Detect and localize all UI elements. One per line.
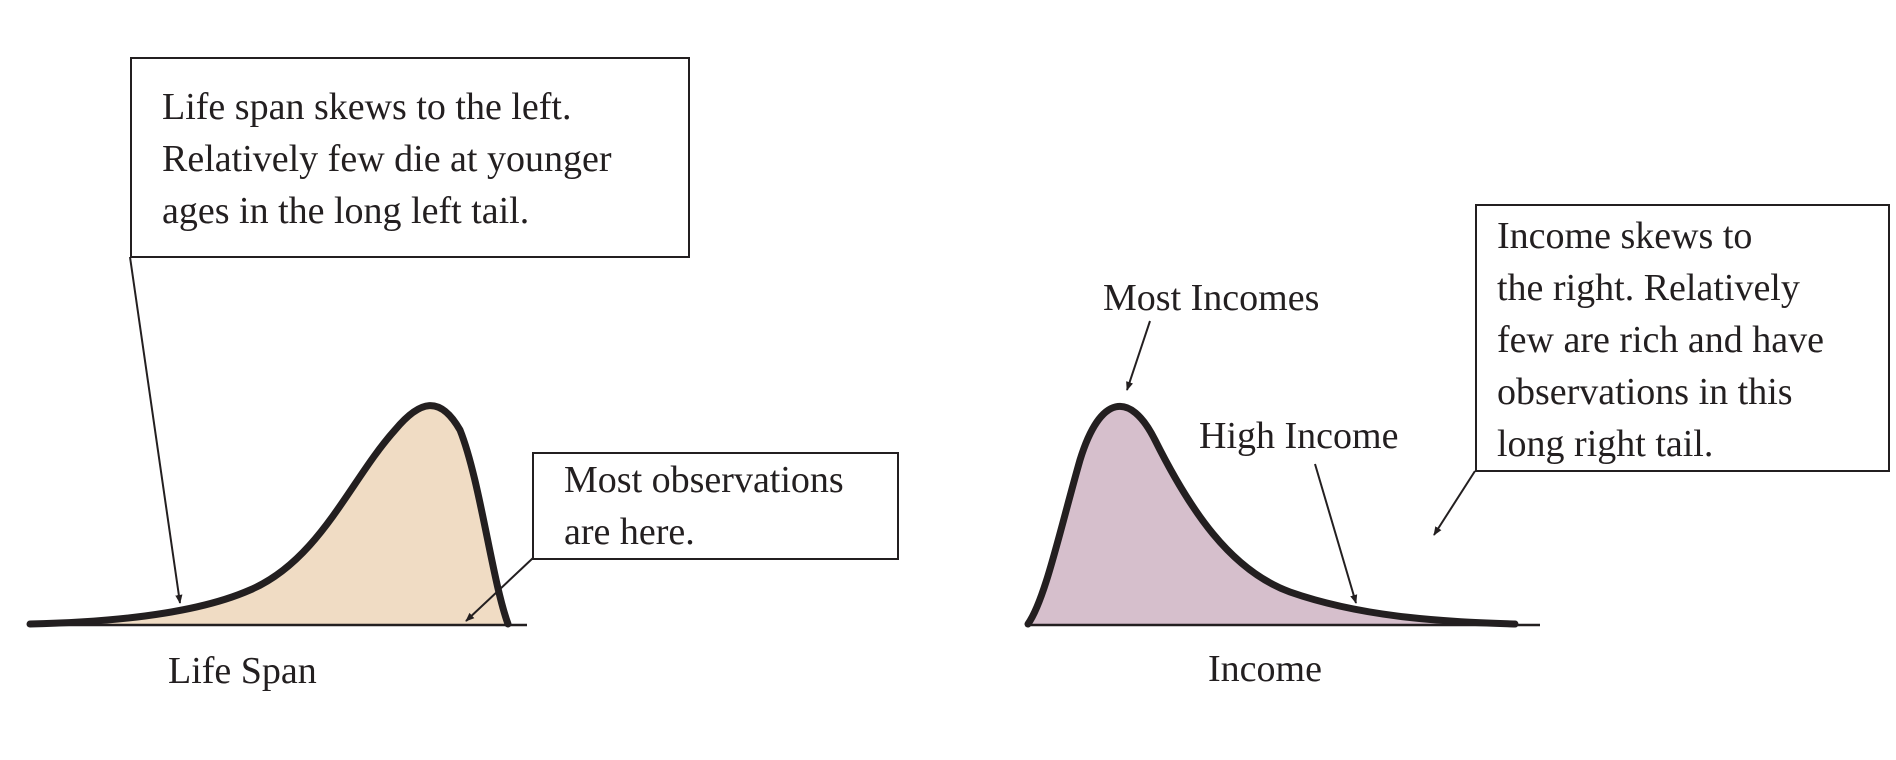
- left-curve-outline: [26, 402, 512, 628]
- income-axis-label: Income: [1208, 648, 1322, 690]
- callout-line: long right tail.: [1497, 423, 1714, 465]
- callout-line: are here.: [564, 511, 695, 553]
- right-tail-arrow: [1433, 470, 1476, 536]
- callout-line: Relatively few die at younger: [162, 138, 612, 180]
- right-skew-callout: Income skews to the right. Relatively fe…: [1475, 204, 1890, 472]
- callout-line: Most observations: [564, 459, 844, 501]
- right-curve-outline: [1024, 402, 1519, 628]
- most-incomes-arrow: [1126, 320, 1151, 391]
- most-observations-arrow: [465, 557, 534, 622]
- callout-line: ages in the long left tail.: [162, 190, 530, 232]
- high-income-arrow: [1314, 463, 1358, 604]
- left-skewed-distribution: [26, 402, 527, 628]
- right-curve-fill: [1028, 406, 1515, 624]
- most-observations-callout: Most observations are here.: [532, 452, 899, 560]
- callout-line: the right. Relatively: [1497, 267, 1800, 309]
- right-skewed-distribution: [1024, 402, 1540, 628]
- left-curve-fill: [30, 405, 508, 624]
- callout-line: Life span skews to the left.: [162, 86, 572, 128]
- high-income-label: High Income: [1199, 415, 1399, 457]
- callout-line: few are rich and have: [1497, 319, 1825, 361]
- left-skew-callout: Life span skews to the left. Relatively …: [130, 57, 690, 258]
- most-incomes-label: Most Incomes: [1103, 277, 1320, 319]
- callout-line: Income skews to: [1497, 215, 1753, 257]
- callout-line: observations in this: [1497, 371, 1793, 413]
- life-span-axis-label: Life Span: [168, 650, 317, 692]
- left-tail-arrow: [129, 256, 183, 604]
